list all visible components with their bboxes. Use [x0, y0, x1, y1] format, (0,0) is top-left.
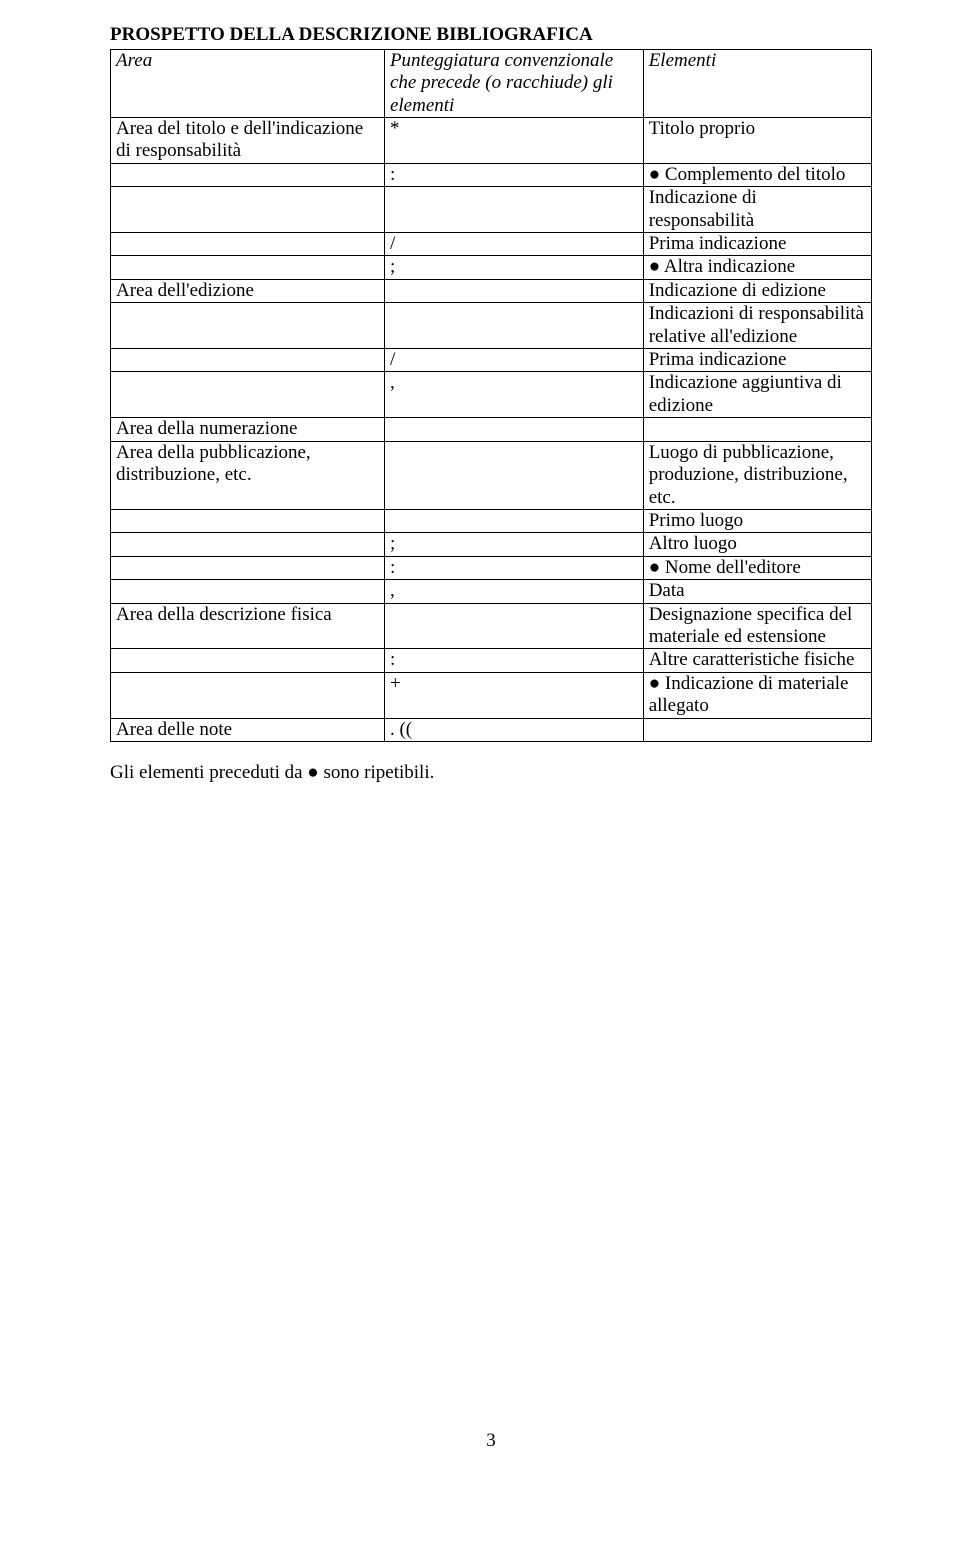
table-cell [111, 187, 385, 233]
table-header-cell: Area [111, 49, 385, 117]
table-cell [111, 556, 385, 579]
table-cell: / [384, 233, 643, 256]
table-cell: Area delle note [111, 718, 385, 741]
table-cell [384, 279, 643, 302]
table-cell: Indicazione di responsabilità [643, 187, 871, 233]
table-cell [384, 441, 643, 509]
table-cell: Area dell'edizione [111, 279, 385, 302]
table-row: Indicazione di responsabilità [111, 187, 872, 233]
table-cell [111, 233, 385, 256]
table-cell: Indicazione aggiuntiva di edizione [643, 372, 871, 418]
table-row: Indicazioni di responsabilità relative a… [111, 303, 872, 349]
table-row: +● Indicazione di materiale allegato [111, 672, 872, 718]
document-title: PROSPETTO DELLA DESCRIZIONE BIBLIOGRAFIC… [110, 24, 872, 47]
table-row: /Prima indicazione [111, 233, 872, 256]
table-cell: Altre caratteristiche fisiche [643, 649, 871, 672]
table-row: Area della descrizione fisica Designazion… [111, 603, 872, 649]
table-cell [111, 533, 385, 556]
table-cell: , [384, 580, 643, 603]
table-cell [111, 163, 385, 186]
table-cell: ● Indicazione di materiale allegato [643, 672, 871, 718]
table-row: :Altre caratteristiche fisiche [111, 649, 872, 672]
table-cell: : [384, 163, 643, 186]
table-row: Area delle note. (( [111, 718, 872, 741]
table-cell: . (( [384, 718, 643, 741]
table-cell: : [384, 556, 643, 579]
table-cell: Area della numerazione [111, 418, 385, 441]
table-row: ;Altro luogo [111, 533, 872, 556]
table-cell [111, 303, 385, 349]
table-cell: ● Nome dell'editore [643, 556, 871, 579]
footer-note: Gli elementi preceduti da ● sono ripetib… [110, 762, 872, 785]
table-cell: * [384, 118, 643, 164]
table-cell [384, 603, 643, 649]
table-row: ;● Altra indicazione [111, 256, 872, 279]
table-cell [111, 580, 385, 603]
table-cell [643, 718, 871, 741]
table-row: Primo luogo [111, 509, 872, 532]
table-cell: : [384, 649, 643, 672]
page-number: 3 [110, 1430, 872, 1453]
table-cell [384, 509, 643, 532]
table-cell [384, 187, 643, 233]
table-cell [384, 418, 643, 441]
table-cell: Area della descrizione fisica [111, 603, 385, 649]
table-cell: Luogo di pubblicazione, produzione, dist… [643, 441, 871, 509]
table-cell: Titolo proprio [643, 118, 871, 164]
table-row: ,Data [111, 580, 872, 603]
table-cell: Altro luogo [643, 533, 871, 556]
table-cell [643, 418, 871, 441]
table-cell [111, 509, 385, 532]
table-row: ,Indicazione aggiuntiva di edizione [111, 372, 872, 418]
table-cell [111, 349, 385, 372]
table-cell: Indicazione di edizione [643, 279, 871, 302]
table-row: Area dell'edizione Indicazione di edizion… [111, 279, 872, 302]
table-cell: Indicazioni di responsabilità relative a… [643, 303, 871, 349]
table-cell: Area della pubblicazione, distribuzione,… [111, 441, 385, 509]
table-header-cell: Elementi [643, 49, 871, 117]
table-cell: Area del titolo e dell'indicazione di re… [111, 118, 385, 164]
table-row: Area della numerazione [111, 418, 872, 441]
table-cell: Designazione specifica del materiale ed … [643, 603, 871, 649]
table-header-cell: Punteggiatura convenzionale che precede … [384, 49, 643, 117]
table-cell: / [384, 349, 643, 372]
table-cell [384, 303, 643, 349]
table-cell: , [384, 372, 643, 418]
table-cell: ; [384, 533, 643, 556]
table-row: :● Complemento del titolo [111, 163, 872, 186]
table-row: /Prima indicazione [111, 349, 872, 372]
table-cell: Data [643, 580, 871, 603]
table-cell [111, 649, 385, 672]
table-cell: Prima indicazione [643, 349, 871, 372]
table-cell: Prima indicazione [643, 233, 871, 256]
table-cell: ● Complemento del titolo [643, 163, 871, 186]
table-cell: ; [384, 256, 643, 279]
table-cell [111, 672, 385, 718]
table-row: :● Nome dell'editore [111, 556, 872, 579]
table-cell: ● Altra indicazione [643, 256, 871, 279]
table-cell [111, 256, 385, 279]
biblio-table: AreaPunteggiatura convenzionale che prec… [110, 49, 872, 742]
table-cell [111, 372, 385, 418]
table-cell: + [384, 672, 643, 718]
table-cell: Primo luogo [643, 509, 871, 532]
table-row: Area del titolo e dell'indicazione di re… [111, 118, 872, 164]
table-row: Area della pubblicazione, distribuzione,… [111, 441, 872, 509]
